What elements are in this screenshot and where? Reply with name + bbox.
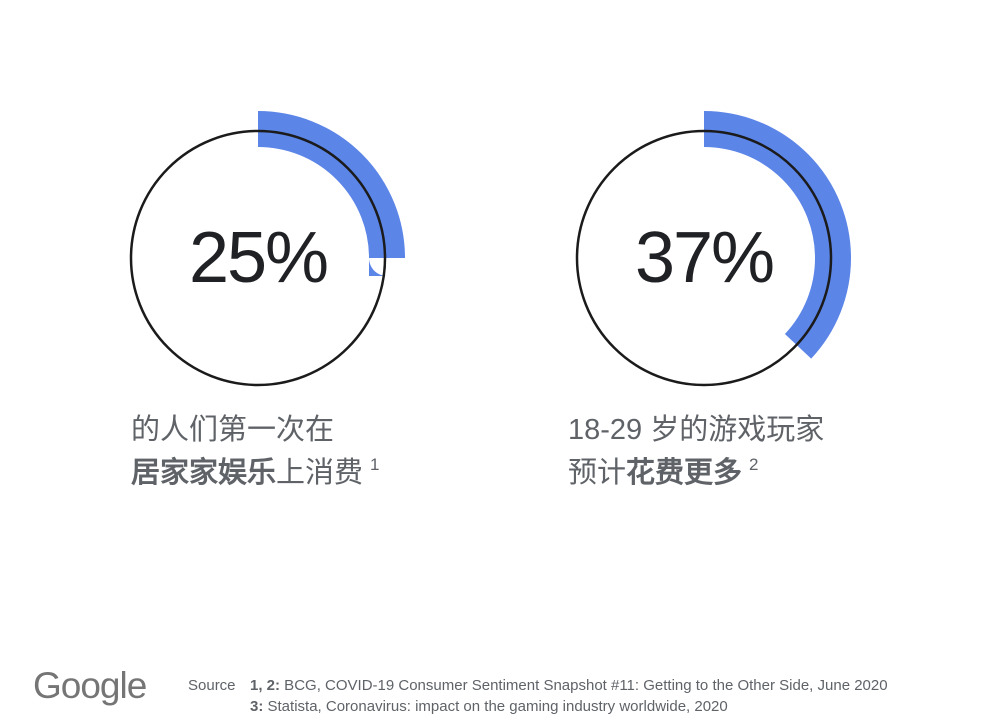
reference-prefix: 3: bbox=[250, 698, 264, 715]
caption-line: 18-29 岁的游戏玩家 bbox=[568, 409, 824, 452]
percent-value: 25% bbox=[188, 218, 329, 298]
footnote-superscript: 2 bbox=[749, 455, 759, 474]
caption-text-segment: 上消费 bbox=[276, 457, 364, 489]
source-label: Source bbox=[188, 677, 236, 694]
percent-value: 37% bbox=[634, 218, 775, 298]
caption-text-segment: 的人们第一次在 bbox=[131, 414, 335, 446]
stat-card-1: 25% bbox=[98, 98, 418, 418]
caption-line: 预计花费更多 2 bbox=[568, 452, 824, 498]
caption-line: 的人们第一次在 bbox=[131, 409, 380, 452]
ring-circle bbox=[129, 129, 387, 387]
caption-text-segment: 18-29 岁的游戏玩家 bbox=[568, 414, 825, 446]
caption-text-segment: 花费更多 bbox=[626, 457, 743, 489]
source-reference-line: 1, 2: BCG, COVID-19 Consumer Sentiment S… bbox=[250, 677, 888, 694]
google-logo: Google bbox=[33, 665, 147, 706]
donut-chart-1 bbox=[111, 111, 405, 405]
reference-prefix: 1, 2: bbox=[250, 677, 281, 694]
chart-caption-2: 18-29 岁的游戏玩家 预计花费更多 2 bbox=[568, 409, 824, 498]
progress-arc bbox=[111, 111, 405, 405]
footnote-superscript: 1 bbox=[370, 455, 380, 474]
stat-card-2: 37% bbox=[544, 98, 864, 418]
source-reference-line: 3: Statista, Coronavirus: impact on the … bbox=[250, 698, 728, 715]
caption-text-segment: 居家家娱乐 bbox=[131, 457, 277, 489]
chart-caption-1: 的人们第一次在 居家家娱乐上消费 1 bbox=[131, 409, 380, 498]
source-references: 1, 2: BCG, COVID-19 Consumer Sentiment S… bbox=[250, 675, 888, 717]
ring-circle bbox=[575, 129, 833, 387]
caption-text-segment: 预计 bbox=[568, 457, 627, 489]
progress-arc bbox=[557, 111, 851, 405]
donut-chart-2 bbox=[557, 111, 851, 405]
caption-line: 居家家娱乐上消费 1 bbox=[131, 452, 380, 498]
